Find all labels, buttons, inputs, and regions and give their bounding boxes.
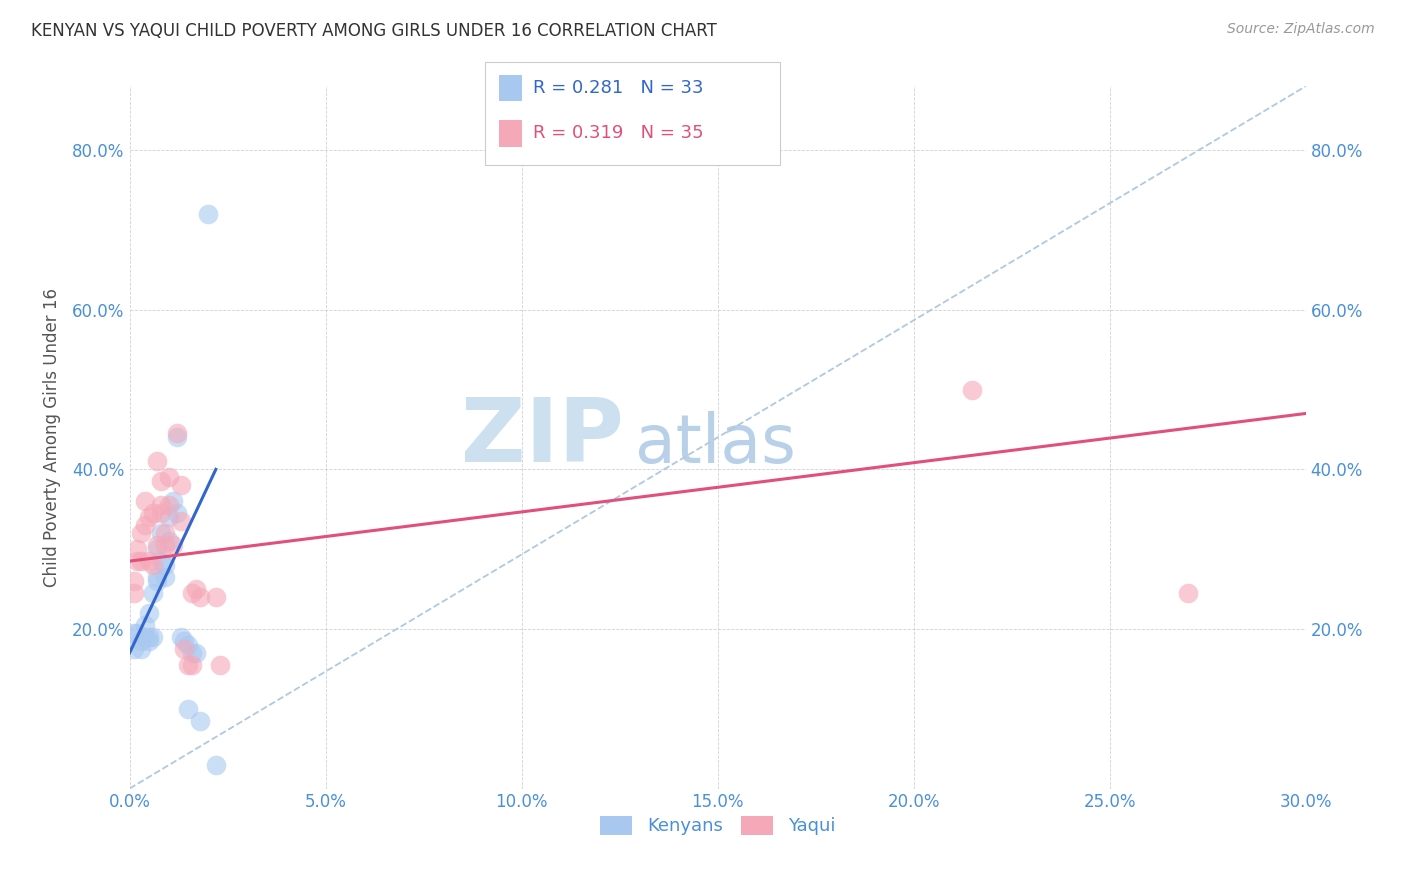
Point <box>127 542 149 557</box>
Point <box>134 630 156 644</box>
Point <box>146 570 169 584</box>
Point <box>122 574 145 588</box>
Point <box>134 494 156 508</box>
Point <box>134 618 156 632</box>
Point <box>142 586 165 600</box>
Point <box>146 454 169 468</box>
Point <box>169 514 191 528</box>
Point <box>186 646 208 660</box>
Point <box>188 714 211 728</box>
Text: R = 0.281   N = 33: R = 0.281 N = 33 <box>533 79 703 97</box>
Point <box>197 207 219 221</box>
Point <box>146 542 169 557</box>
Point <box>186 582 208 596</box>
Point <box>173 641 195 656</box>
Point <box>149 498 172 512</box>
Point <box>153 526 176 541</box>
Point <box>122 626 145 640</box>
Point <box>134 518 156 533</box>
Point <box>142 630 165 644</box>
Point <box>131 554 153 568</box>
Point <box>169 478 191 492</box>
Point <box>188 590 211 604</box>
Point <box>131 526 153 541</box>
Point <box>157 498 180 512</box>
Point <box>131 634 153 648</box>
Point <box>122 641 145 656</box>
Point <box>157 510 180 524</box>
Point <box>149 506 172 520</box>
Point <box>162 494 184 508</box>
Point <box>166 426 188 441</box>
Point <box>153 570 176 584</box>
Point <box>205 590 228 604</box>
Text: Source: ZipAtlas.com: Source: ZipAtlas.com <box>1227 22 1375 37</box>
Point <box>153 538 176 552</box>
Point <box>149 554 172 568</box>
Point <box>166 430 188 444</box>
Point <box>169 630 191 644</box>
Point <box>181 657 204 672</box>
Point <box>153 558 176 573</box>
Point <box>138 630 160 644</box>
Point <box>127 554 149 568</box>
Point <box>138 634 160 648</box>
Point <box>173 634 195 648</box>
Point <box>205 757 228 772</box>
Point <box>138 510 160 524</box>
Text: R = 0.319   N = 35: R = 0.319 N = 35 <box>533 124 703 142</box>
Point <box>138 554 160 568</box>
Point <box>146 538 169 552</box>
Point <box>142 558 165 573</box>
Point <box>157 470 180 484</box>
Point <box>1177 586 1199 600</box>
Y-axis label: Child Poverty Among Girls Under 16: Child Poverty Among Girls Under 16 <box>44 288 60 587</box>
Point <box>177 657 200 672</box>
Point <box>181 586 204 600</box>
Point <box>146 574 169 588</box>
Legend: Kenyans, Yaqui: Kenyans, Yaqui <box>593 808 842 843</box>
Point <box>122 586 145 600</box>
Point <box>138 606 160 620</box>
Point <box>149 475 172 489</box>
Point <box>149 526 172 541</box>
Point <box>177 702 200 716</box>
Point <box>142 506 165 520</box>
Text: atlas: atlas <box>636 411 796 477</box>
Point <box>157 534 180 549</box>
Point <box>162 538 184 552</box>
Point <box>127 626 149 640</box>
Point <box>208 657 231 672</box>
Point <box>962 383 984 397</box>
Text: KENYAN VS YAQUI CHILD POVERTY AMONG GIRLS UNDER 16 CORRELATION CHART: KENYAN VS YAQUI CHILD POVERTY AMONG GIRL… <box>31 22 717 40</box>
Point <box>181 646 204 660</box>
Point <box>131 641 153 656</box>
Point <box>166 506 188 520</box>
Text: ZIP: ZIP <box>461 394 623 481</box>
Point <box>177 638 200 652</box>
